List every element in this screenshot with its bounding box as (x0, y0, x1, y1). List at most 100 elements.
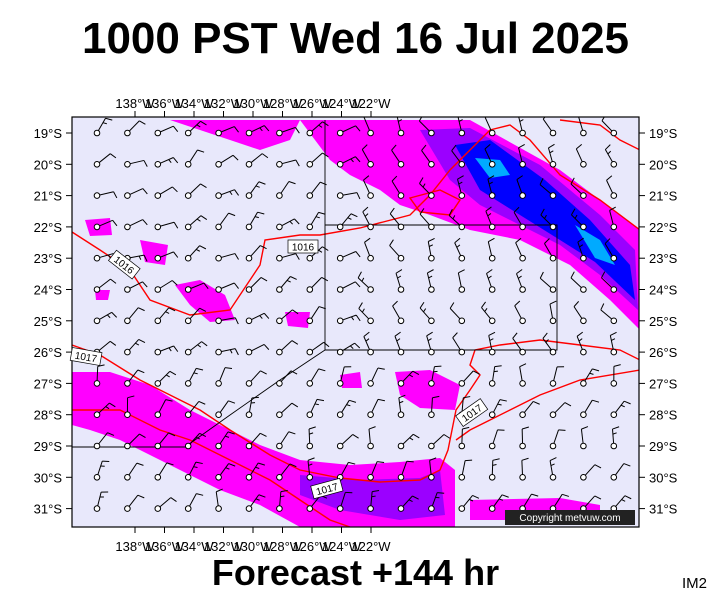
wind-barb (488, 399, 507, 419)
wind-barb (124, 433, 146, 450)
wind-barb (154, 432, 176, 450)
wind-barb (276, 159, 300, 168)
image-tag: IM2 (681, 575, 707, 592)
lat-label-right: 28°S (649, 408, 678, 423)
wind-barb (427, 238, 435, 262)
wind-barb (276, 309, 299, 325)
wind-barb (276, 489, 288, 512)
wind-barb (419, 208, 435, 231)
lon-label-top: 128°W (263, 96, 303, 111)
wind-barb (539, 178, 557, 199)
wind-barb (397, 394, 406, 419)
lat-label-left: 31°S (34, 502, 63, 517)
lat-label-left: 23°S (34, 251, 63, 266)
wind-barb (395, 269, 405, 293)
lat-label-right: 27°S (649, 376, 678, 391)
wind-barb (513, 206, 526, 231)
wind-barb (389, 207, 405, 231)
wind-barb (519, 457, 529, 481)
copyright-badge: Copyright metvuw.com (505, 510, 635, 525)
wind-barb (576, 331, 587, 356)
wind-barb (336, 399, 357, 419)
wind-barb (154, 221, 179, 231)
lat-label-left: 26°S (34, 345, 63, 360)
wind-barb (580, 368, 600, 387)
wind-barb (604, 238, 618, 262)
wind-barb (124, 281, 148, 293)
wind-barb (154, 125, 179, 137)
wind-barb (93, 278, 117, 293)
wind-barb (215, 212, 236, 231)
wind-barb (428, 434, 451, 450)
wind-barb (486, 269, 496, 293)
wind-barb (396, 117, 405, 137)
wind-barb (547, 143, 557, 168)
wind-barb (245, 245, 267, 262)
wind-barb (215, 154, 239, 168)
wind-barb (457, 117, 466, 137)
lon-label-top: 122°W (351, 96, 391, 111)
wind-barb (601, 117, 618, 137)
wind-barb (245, 277, 268, 293)
wind-barb (515, 237, 526, 262)
rain-cell-2 (395, 370, 460, 410)
wind-barb (184, 367, 204, 387)
wind-barb (215, 126, 239, 137)
wind-barb (184, 432, 207, 450)
wind-barb (392, 300, 405, 325)
longitude-labels-top: 138°W136°W134°W132°W130°W128°W126°W124°W… (115, 96, 391, 111)
wind-barb (451, 144, 466, 168)
wind-barb (245, 181, 266, 199)
wind-barb (184, 461, 203, 481)
wind-barb (124, 338, 146, 356)
wind-barb (306, 181, 327, 199)
wind-barb (154, 251, 179, 262)
wind-barb (154, 186, 178, 199)
wind-barb (484, 117, 496, 137)
wind-barb (93, 402, 116, 419)
lat-label-right: 31°S (649, 502, 678, 517)
wind-barb (184, 282, 209, 293)
wind-barb (458, 494, 480, 512)
map-title: 1000 PST Wed 16 Jul 2025 (81, 14, 630, 63)
isobar-line (72, 409, 351, 527)
isobar-label-1: 1016 (287, 239, 319, 254)
wind-barb (580, 426, 589, 450)
wind-barb (544, 238, 557, 262)
wind-barb (245, 125, 270, 137)
wind-barb (184, 341, 208, 356)
wind-barb (336, 156, 361, 168)
wind-barb (245, 312, 270, 325)
wind-barb (93, 311, 118, 325)
wind-barb (580, 399, 600, 419)
wind-barb (428, 395, 440, 419)
lat-label-right: 29°S (649, 439, 678, 454)
wind-barb (549, 429, 566, 450)
wind-barb (397, 370, 420, 387)
isobar-line (408, 189, 462, 216)
wind-barb (610, 463, 631, 481)
wind-barb (336, 491, 353, 512)
wind-barb (487, 175, 496, 199)
wind-barb (428, 492, 445, 512)
longitude-labels-bottom: 138°W136°W134°W132°W130°W128°W126°W124°W… (115, 539, 391, 554)
wind-barb (610, 400, 631, 419)
wind-barb (419, 177, 435, 199)
wind-barb (519, 400, 540, 419)
wind-barb (93, 153, 117, 168)
wind-barb (518, 117, 526, 137)
wind-barb (542, 332, 557, 356)
lon-label-bottom: 132°W (204, 539, 244, 554)
lat-label-right: 23°S (649, 251, 678, 266)
wind-barb (512, 332, 526, 356)
wind-barb (215, 253, 239, 262)
wind-barb (93, 491, 109, 512)
wind-barb (363, 331, 374, 356)
wind-barb (184, 307, 207, 325)
wind-barb (245, 153, 269, 168)
wind-barb (600, 303, 618, 325)
wind-barb (306, 368, 326, 387)
wind-barb (336, 342, 361, 356)
wind-barb (485, 206, 496, 231)
